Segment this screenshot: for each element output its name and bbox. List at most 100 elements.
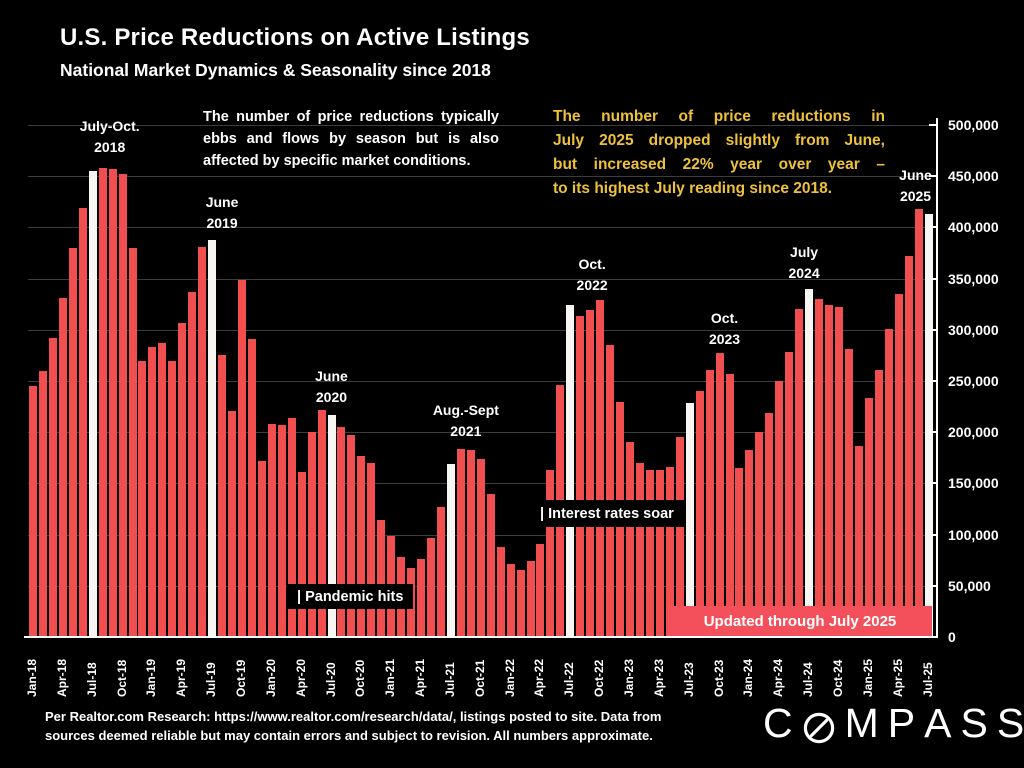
bar [576,315,585,637]
y-tick-label: 350,000 [948,270,999,287]
bar [665,467,674,637]
annotation-line: Aug.-Sept [432,402,499,418]
bar [884,328,893,637]
x-tick-label: Jan-21 [383,658,398,697]
y-tick-label: 450,000 [948,168,999,185]
y-tick-label: 500,000 [948,117,999,133]
y-tick-label: 200,000 [948,424,999,441]
bar [118,174,127,637]
bar [198,246,207,637]
bar [626,442,634,637]
y-tick-label: 150,000 [948,475,999,492]
bar [158,343,167,637]
bar [138,360,147,637]
x-tick-label: Jan-22 [502,658,517,697]
x-tick-label: Oct-22 [592,659,607,697]
bar-highlighted-july [924,214,933,637]
y-tick-label: 250,000 [948,373,999,389]
bar-highlighted-july [208,239,217,637]
annotation-july-2024: July 2024 [788,242,819,284]
bar [904,256,913,637]
compass-letter: S [996,700,1024,746]
compass-letter: M [844,700,888,746]
x-tick-label: Jan-25 [860,658,875,697]
bar [655,470,664,637]
x-tick-label: Oct-23 [711,659,726,697]
y-tick [929,533,936,536]
annotation-oct-2023: Oct. 2023 [709,308,740,350]
pandemic-hits-label: | Pandemic hits [287,584,414,609]
bar [675,437,684,637]
bar [377,520,386,637]
bar [417,559,425,637]
gridline [28,125,936,126]
x-tick-label: Jan-18 [25,658,39,697]
bar [436,507,445,637]
y-tick-label: 50,000 [948,577,991,594]
bar [247,339,256,637]
bar [68,247,77,637]
x-tick-label: Oct-19 [233,659,248,697]
note-line: July 2025 dropped slightly from June, [553,132,885,149]
bar [427,537,435,637]
bar [745,449,754,637]
compass-letter: S [960,700,997,746]
compass-letter: C [763,700,802,746]
bar [98,168,107,637]
bar [307,432,316,637]
annotation-july-oct-2018: July-Oct. 2018 [80,116,140,158]
x-tick-label: Apr-24 [771,658,786,697]
annotation-line: June [205,194,239,210]
annotation-oct-2022: Oct. 2022 [577,254,608,296]
x-tick-label: Apr-22 [532,658,547,697]
annotation-line: July-Oct. [79,118,140,134]
bar [317,409,326,637]
source-note-line1: Per Realtor.com Research: https://www.re… [45,709,662,724]
bar [834,307,843,637]
y-tick-label: 100,000 [948,526,999,543]
x-tick-label: Jul-24 [801,662,816,697]
bar [297,472,306,637]
y-tick [929,226,936,229]
bar [277,425,286,637]
note-line: but increased 22% year over year – [553,156,885,173]
bar [586,310,595,637]
bar [476,458,485,637]
compass-letter: A [924,700,961,746]
interest-rates-label: | Interest rates soar [530,500,684,527]
note-seasonality: The number of price reductions typically… [203,106,499,172]
bar [168,360,177,637]
page-subtitle: National Market Dynamics & Seasonality s… [60,60,491,80]
page-title: U.S. Price Reductions on Active Listings [60,24,530,51]
bar [237,279,246,637]
note-july-2025-highlight: The number of price reductions in July 20… [553,105,885,201]
gridline [28,381,936,382]
x-tick-label: Apr-18 [54,658,69,697]
source-note-line2: sources deemed reliable but may contain … [45,728,653,743]
x-tick-label: Apr-19 [174,658,189,697]
bar [825,305,833,637]
bar [874,369,883,637]
x-tick-label: Jan-24 [741,658,756,697]
bar [228,410,236,637]
y-tick [929,380,936,382]
bar [148,347,157,637]
annotation-line: June [315,368,348,384]
y-tick [929,328,936,331]
annotation-line: 2020 [315,389,348,405]
gridline [28,329,936,331]
annotation-line: June [899,167,932,183]
annotation-line: Oct. [710,310,739,326]
bar [596,300,605,637]
bar [496,546,505,637]
annotation-june-2020: June 2020 [315,366,348,408]
gridline [28,176,936,178]
note-line: ebbs and flows by season but is also [203,131,499,147]
bar [864,398,873,637]
bar [347,435,356,637]
note-line: The number of price reductions in [553,108,885,125]
y-tick-label: 400,000 [948,219,999,236]
x-tick-label: Apr-25 [890,658,905,697]
y-tick-label: 0 [948,629,956,645]
